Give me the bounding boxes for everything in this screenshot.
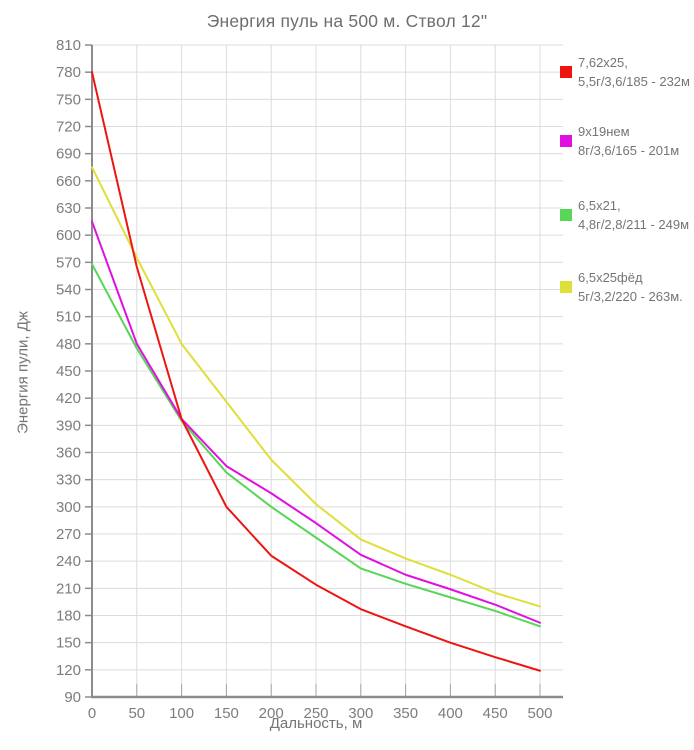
y-tick-label: 810 [56,37,81,54]
x-tick-label: 400 [438,705,463,722]
x-tick-label: 200 [259,705,284,722]
y-tick-label: 210 [56,580,81,597]
x-tick-label: 500 [527,705,552,722]
x-axis-title: Дальность, м [269,715,363,732]
y-tick-label: 120 [56,662,81,679]
x-tick-label: 350 [393,705,418,722]
legend-swatch-icon [560,281,572,293]
y-tick-label: 330 [56,472,81,489]
y-tick-label: 420 [56,390,81,407]
y-tick-label: 750 [56,91,81,108]
y-tick-label: 150 [56,635,81,652]
series-line-65x21 [91,263,541,628]
legend-label-line1: 6,5x21, [578,198,621,213]
x-tick-label: 450 [483,705,508,722]
x-tick-label: 250 [303,705,328,722]
legend-label-line1: 9x19нем [578,124,630,139]
y-tick-label: 450 [56,363,81,380]
x-tick-label: 50 [128,705,145,722]
chart-title: Энергия пуль на 500 м. Ствол 12" [206,11,488,31]
legend-item[interactable]: 9x19нем 8г/3,6/165 - 201м [560,122,679,160]
legend-label-line1: 6,5x25фёд [578,270,643,285]
legend-item[interactable]: 6,5x21, 4,8г/2,8/211 - 249м [560,196,689,234]
legend-label-line2: 4,8г/2,8/211 - 249м [578,217,690,232]
y-tick-label: 720 [56,119,81,136]
y-tick-label: 90 [64,689,81,706]
y-tick-label: 240 [56,553,81,570]
y-tick-label: 270 [56,526,81,543]
legend-label-line2: 5,5г/3,6/185 - 232м [578,74,690,89]
legend-swatch-icon [560,66,572,78]
y-tick-label: 570 [56,254,81,271]
y-tick-label: 630 [56,200,81,217]
series-line-9x19нем [91,220,541,624]
legend-swatch-icon [560,209,572,221]
y-tick-label: 780 [56,64,81,81]
legend-swatch-icon [560,135,572,147]
y-tick-label: 300 [56,499,81,516]
x-tick-label: 0 [88,705,96,722]
y-tick-label: 600 [56,227,81,244]
legend-label-line2: 8г/3,6/165 - 201м [578,143,680,158]
x-tick-label: 150 [214,705,239,722]
y-tick-label: 360 [56,445,81,462]
legend-label-line1: 7,62x25, [578,55,628,70]
y-tick-label: 690 [56,146,81,163]
x-tick-label: 100 [169,705,194,722]
series-line-65x25фёд [91,166,541,608]
y-tick-label: 540 [56,282,81,299]
legend-label-line2: 5г/3,2/220 - 263м. [578,289,683,304]
y-tick-label: 660 [56,173,81,190]
y-tick-label: 510 [56,309,81,326]
legend-item[interactable]: 6,5x25фёд 5г/3,2/220 - 263м. [560,268,683,306]
x-tick-label: 300 [348,705,373,722]
legend-item[interactable]: 7,62x25, 5,5г/3,6/185 - 232м [560,53,690,91]
y-tick-label: 480 [56,336,81,353]
y-tick-label: 180 [56,608,81,625]
series-line-762x25 [91,71,541,672]
y-tick-label: 390 [56,417,81,434]
